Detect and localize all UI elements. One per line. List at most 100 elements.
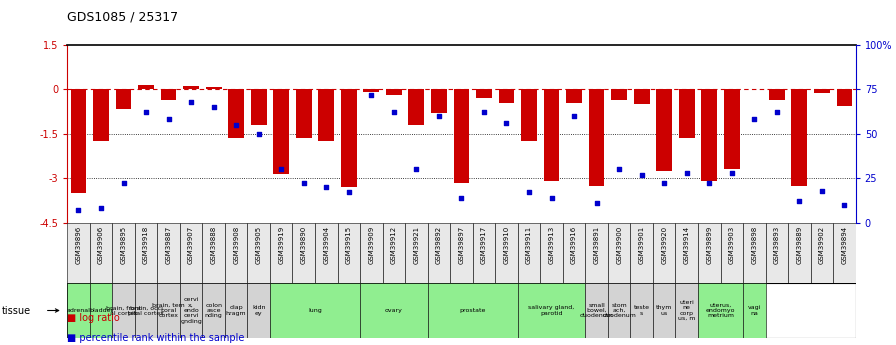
Text: GSM39903: GSM39903 [728, 226, 735, 264]
Point [747, 117, 762, 122]
Text: GSM39891: GSM39891 [594, 226, 599, 264]
Bar [270, 283, 360, 338]
Text: GSM39912: GSM39912 [391, 226, 397, 264]
Bar [134, 283, 158, 338]
Bar [607, 283, 631, 338]
Text: GSM39917: GSM39917 [481, 226, 487, 264]
Text: GSM39911: GSM39911 [526, 226, 532, 264]
Point [72, 207, 86, 213]
Bar [90, 223, 112, 283]
Bar [251, 89, 267, 125]
Point [590, 200, 604, 206]
Bar [180, 223, 202, 283]
Point [612, 167, 626, 172]
Bar [724, 89, 740, 169]
Point [521, 189, 536, 195]
Bar [158, 283, 180, 338]
Point [792, 198, 806, 204]
Bar [566, 89, 582, 102]
Bar [273, 89, 289, 174]
Bar [383, 223, 405, 283]
Bar [743, 283, 765, 338]
Bar [225, 283, 247, 338]
Bar [540, 223, 563, 283]
Point [297, 181, 311, 186]
Text: GSM39893: GSM39893 [774, 226, 780, 264]
Bar [765, 223, 788, 283]
Text: GSM39894: GSM39894 [841, 226, 848, 264]
Bar [788, 223, 811, 283]
Text: GSM39904: GSM39904 [323, 226, 329, 264]
Bar [318, 89, 334, 141]
Point [409, 167, 424, 172]
Text: GSM39892: GSM39892 [436, 226, 442, 264]
Bar [183, 86, 199, 89]
Text: GSM39909: GSM39909 [368, 226, 375, 264]
Text: brain, occi
pital cortex: brain, occi pital cortex [128, 305, 164, 316]
Text: stom
ach,
duodenum: stom ach, duodenum [602, 303, 636, 318]
Bar [338, 223, 360, 283]
Bar [633, 89, 650, 104]
Point [252, 131, 266, 136]
Text: ■ log ratio: ■ log ratio [67, 313, 120, 323]
Text: GSM39890: GSM39890 [301, 226, 306, 264]
Bar [405, 223, 427, 283]
Text: diap
hragm: diap hragm [226, 305, 246, 316]
Bar [315, 223, 338, 283]
Bar [631, 283, 653, 338]
Bar [676, 283, 698, 338]
Bar [631, 223, 653, 283]
Point [387, 110, 401, 115]
Point [499, 120, 513, 126]
Point [702, 181, 717, 186]
Bar [158, 223, 180, 283]
Bar [702, 89, 717, 181]
Bar [743, 223, 765, 283]
Bar [679, 89, 694, 138]
Text: GSM39898: GSM39898 [752, 226, 757, 264]
Bar [71, 89, 86, 193]
Text: GSM39896: GSM39896 [75, 226, 82, 264]
Text: ■ percentile rank within the sample: ■ percentile rank within the sample [67, 333, 245, 343]
Text: uteri
ne
corp
us, m: uteri ne corp us, m [678, 300, 695, 321]
Text: GSM39899: GSM39899 [706, 226, 712, 264]
Bar [292, 223, 315, 283]
Bar [134, 223, 158, 283]
Text: GSM39888: GSM39888 [211, 226, 217, 264]
Bar [228, 89, 244, 138]
Bar [247, 223, 270, 283]
Bar [116, 89, 132, 109]
Text: cervi
x,
endo
cervi
gnding: cervi x, endo cervi gnding [180, 297, 202, 324]
Point [161, 117, 176, 122]
Text: GSM39918: GSM39918 [143, 226, 149, 264]
Bar [112, 283, 134, 338]
Bar [450, 223, 473, 283]
Point [545, 195, 559, 200]
Bar [360, 223, 383, 283]
Point [454, 195, 469, 200]
Text: prostate: prostate [460, 308, 486, 313]
Point [725, 170, 739, 176]
Text: GSM39919: GSM39919 [279, 226, 284, 264]
Bar [225, 223, 247, 283]
Bar [386, 89, 401, 95]
Bar [611, 89, 627, 100]
Text: GSM39907: GSM39907 [188, 226, 194, 264]
Text: GSM39897: GSM39897 [459, 226, 464, 264]
Bar [202, 223, 225, 283]
Point [634, 172, 649, 177]
Bar [563, 223, 585, 283]
Bar [720, 223, 743, 283]
Text: vagi
na: vagi na [747, 305, 761, 316]
Bar [833, 223, 856, 283]
Bar [360, 283, 427, 338]
Bar [769, 89, 785, 100]
Bar [90, 283, 112, 338]
Bar [453, 89, 470, 183]
Text: kidn
ey: kidn ey [252, 305, 265, 316]
Bar [476, 89, 492, 98]
Point [274, 167, 289, 172]
Bar [138, 85, 154, 89]
Text: GSM39889: GSM39889 [797, 226, 802, 264]
Bar [495, 223, 518, 283]
